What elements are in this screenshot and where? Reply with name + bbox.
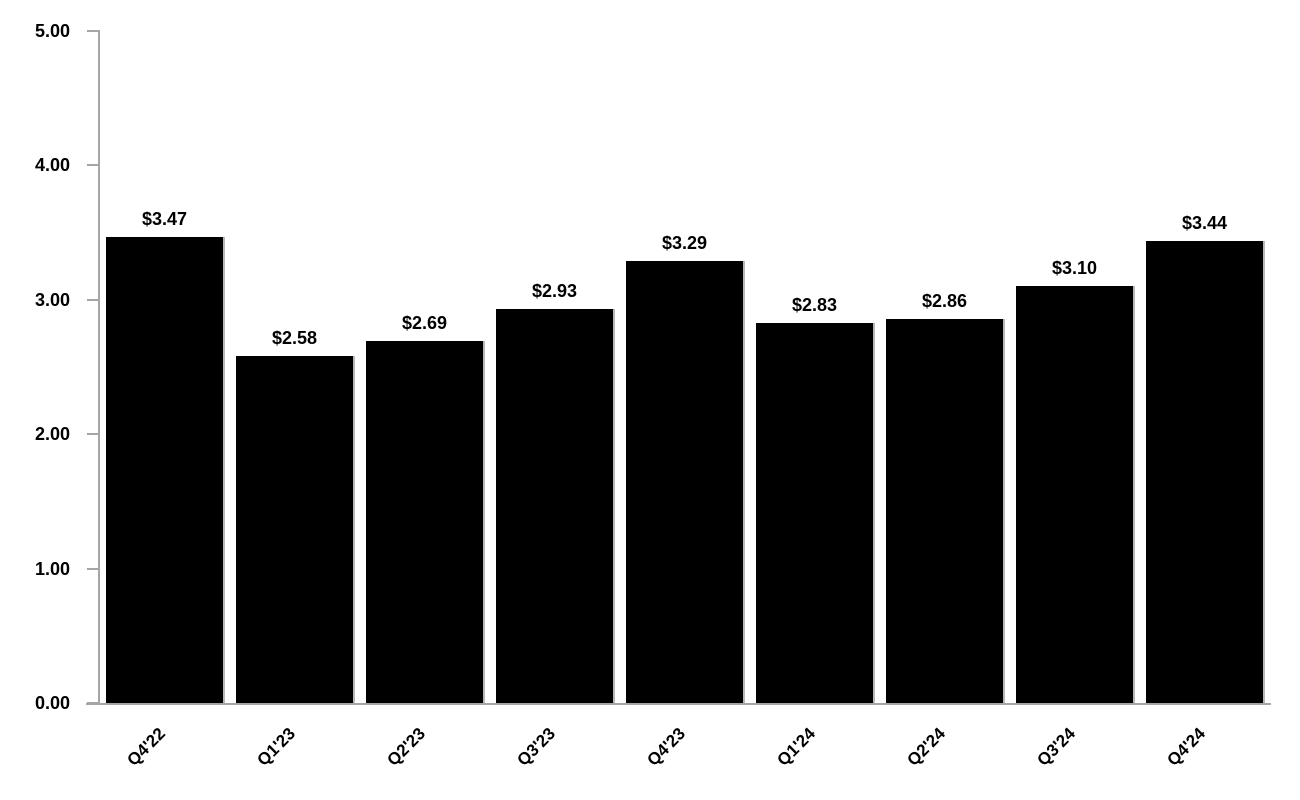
bar-Q1'23 bbox=[236, 356, 353, 703]
bar-Q4'23 bbox=[626, 260, 743, 703]
bar-Q4'24 bbox=[1146, 240, 1263, 703]
x-axis-line bbox=[86, 703, 1271, 705]
bar-value-label: $3.47 bbox=[141, 208, 188, 229]
bar-Q1'24 bbox=[756, 322, 873, 703]
bar-value-label: $2.93 bbox=[531, 281, 578, 302]
y-axis-tick bbox=[87, 164, 100, 167]
x-axis-tick-label: Q1'23 bbox=[253, 724, 299, 770]
y-axis-line bbox=[98, 30, 100, 704]
x-axis-tick-label: Q1'24 bbox=[773, 724, 819, 770]
y-axis-tick-label: 1.00 bbox=[34, 558, 70, 579]
bar-Q3'24 bbox=[1016, 286, 1133, 703]
y-axis-tick-label: 4.00 bbox=[34, 155, 70, 176]
x-axis-tick-label: Q2'24 bbox=[903, 724, 949, 770]
bar-value-label: $2.83 bbox=[791, 294, 838, 315]
y-axis-tick-label: 0.00 bbox=[34, 693, 70, 713]
y-axis-tick-label: 2.00 bbox=[34, 424, 70, 445]
bar-value-label: $2.58 bbox=[271, 328, 318, 349]
x-axis-tick-label: Q4'23 bbox=[643, 724, 689, 770]
bar-value-label: $3.10 bbox=[1051, 258, 1098, 279]
x-axis-tick-label: Q4'22 bbox=[123, 724, 169, 770]
bar-Q4'22 bbox=[106, 236, 223, 703]
y-axis-tick bbox=[87, 298, 100, 301]
bar-value-label: $2.69 bbox=[401, 313, 448, 334]
x-axis-tick-label: Q4'24 bbox=[1163, 724, 1209, 770]
x-axis-tick-label: Q3'24 bbox=[1033, 724, 1079, 770]
bar-value-label: $3.44 bbox=[1181, 212, 1228, 233]
bar-Q3'23 bbox=[496, 309, 613, 703]
x-axis-tick-label: Q2'23 bbox=[383, 724, 429, 770]
y-axis-tick bbox=[87, 567, 100, 570]
y-axis-tick bbox=[87, 433, 100, 436]
x-axis-tick-label: Q3'23 bbox=[513, 724, 559, 770]
y-axis-tick-label: 5.00 bbox=[34, 21, 70, 41]
bar-Q2'24 bbox=[886, 318, 1003, 703]
bar-value-label: $2.86 bbox=[921, 290, 968, 311]
y-axis-tick bbox=[87, 30, 100, 32]
y-axis-tick-label: 3.00 bbox=[34, 289, 70, 310]
bar-Q2'23 bbox=[366, 341, 483, 703]
bar-value-label: $3.29 bbox=[661, 232, 708, 253]
